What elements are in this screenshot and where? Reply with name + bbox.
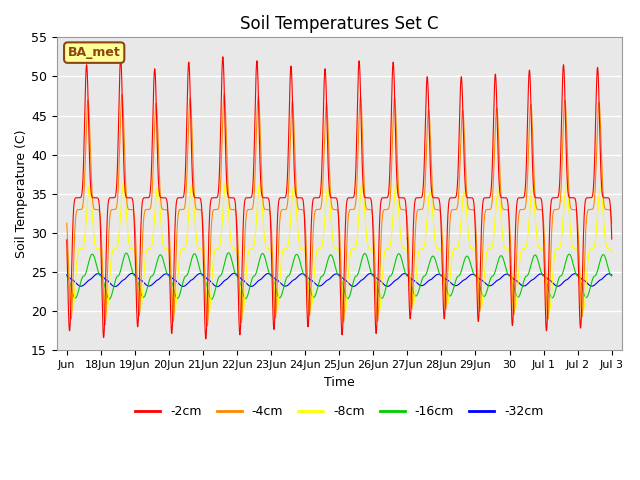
-2cm <box>608 236 616 242</box>
-8cm <box>63 250 70 255</box>
-4cm <box>204 323 211 328</box>
-2cm <box>202 336 210 342</box>
Y-axis label: Soil Temperature (C): Soil Temperature (C) <box>15 130 28 258</box>
-32cm <box>470 272 477 277</box>
-8cm <box>608 250 616 255</box>
X-axis label: Time: Time <box>324 376 355 389</box>
-4cm <box>470 207 477 213</box>
Line: -32cm: -32cm <box>67 273 612 287</box>
Title: Soil Temperatures Set C: Soil Temperatures Set C <box>240 15 438 33</box>
-8cm <box>205 312 212 318</box>
-16cm <box>207 297 215 302</box>
-16cm <box>417 279 425 285</box>
-16cm <box>162 266 170 272</box>
Line: -8cm: -8cm <box>67 182 612 315</box>
-32cm <box>63 272 70 278</box>
-32cm <box>390 279 397 285</box>
-16cm <box>390 265 397 271</box>
Line: -2cm: -2cm <box>67 57 612 339</box>
-16cm <box>225 250 232 256</box>
-4cm <box>220 91 228 96</box>
-2cm <box>390 66 397 72</box>
Line: -16cm: -16cm <box>67 253 612 300</box>
-8cm <box>222 180 230 185</box>
-2cm <box>511 242 519 248</box>
-8cm <box>271 298 279 303</box>
-16cm <box>608 273 616 279</box>
-32cm <box>213 284 221 289</box>
-4cm <box>511 297 519 302</box>
-32cm <box>511 277 519 283</box>
-2cm <box>470 199 477 204</box>
-2cm <box>63 237 70 243</box>
-4cm <box>162 207 170 213</box>
Legend: -2cm, -4cm, -8cm, -16cm, -32cm: -2cm, -4cm, -8cm, -16cm, -32cm <box>130 400 548 423</box>
-2cm <box>271 302 279 308</box>
-16cm <box>470 271 477 276</box>
Text: BA_met: BA_met <box>68 46 120 59</box>
-8cm <box>162 246 170 252</box>
-2cm <box>417 194 425 200</box>
Line: -4cm: -4cm <box>67 94 612 325</box>
-32cm <box>608 272 616 278</box>
-4cm <box>390 102 397 108</box>
-2cm <box>162 195 170 201</box>
-16cm <box>271 283 279 289</box>
-32cm <box>230 270 238 276</box>
-8cm <box>470 246 477 252</box>
-8cm <box>390 200 397 206</box>
-8cm <box>417 246 425 252</box>
-32cm <box>271 276 279 282</box>
-2cm <box>219 54 227 60</box>
-8cm <box>511 306 519 312</box>
-4cm <box>63 220 70 226</box>
-4cm <box>271 315 279 321</box>
-4cm <box>417 206 425 212</box>
-32cm <box>417 283 425 288</box>
-4cm <box>608 220 616 226</box>
-16cm <box>63 273 70 279</box>
-32cm <box>162 271 170 277</box>
-16cm <box>511 288 519 294</box>
